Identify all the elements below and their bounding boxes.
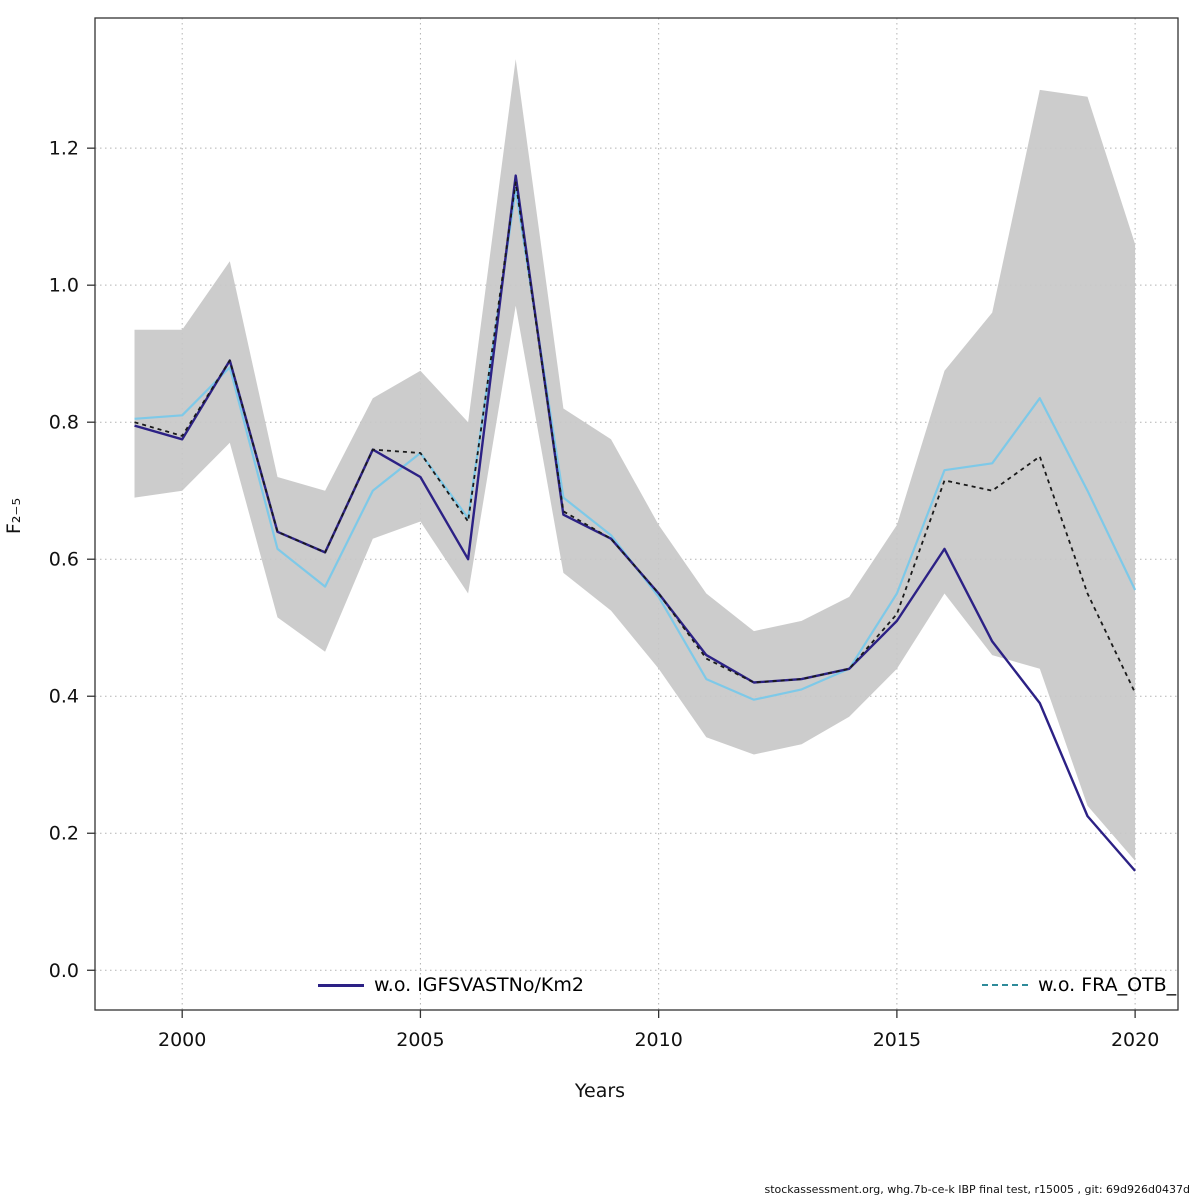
y-axis-label: F₂₋₅ xyxy=(3,497,25,535)
svg-text:2005: 2005 xyxy=(396,1029,444,1051)
svg-text:2020: 2020 xyxy=(1111,1029,1159,1051)
svg-text:1.0: 1.0 xyxy=(49,275,79,297)
legend-label: w.o. IGFSVASTNo/Km2 xyxy=(374,974,584,996)
svg-text:0.8: 0.8 xyxy=(49,412,79,434)
svg-text:0.4: 0.4 xyxy=(49,686,79,708)
svg-text:1.2: 1.2 xyxy=(49,138,79,160)
legend-line-solid-navy xyxy=(318,983,364,987)
svg-text:0.0: 0.0 xyxy=(49,960,79,982)
legend-item-fra-otb: w.o. FRA_OTB_ xyxy=(982,974,1177,996)
x-axis-label: Years xyxy=(574,1080,626,1102)
footer-credit: stockassessment.org, whg.7b-ce-k IBP fin… xyxy=(764,1183,1190,1196)
svg-text:0.2: 0.2 xyxy=(49,823,79,845)
svg-text:2015: 2015 xyxy=(873,1029,921,1051)
svg-text:2010: 2010 xyxy=(634,1029,682,1051)
legend-label: w.o. FRA_OTB_ xyxy=(1038,974,1177,996)
svg-text:0.6: 0.6 xyxy=(49,549,79,571)
legend-item-igfsvast: w.o. IGFSVASTNo/Km2 xyxy=(318,974,584,996)
legend-line-dashed-teal xyxy=(982,984,1028,986)
svg-text:2000: 2000 xyxy=(158,1029,206,1051)
